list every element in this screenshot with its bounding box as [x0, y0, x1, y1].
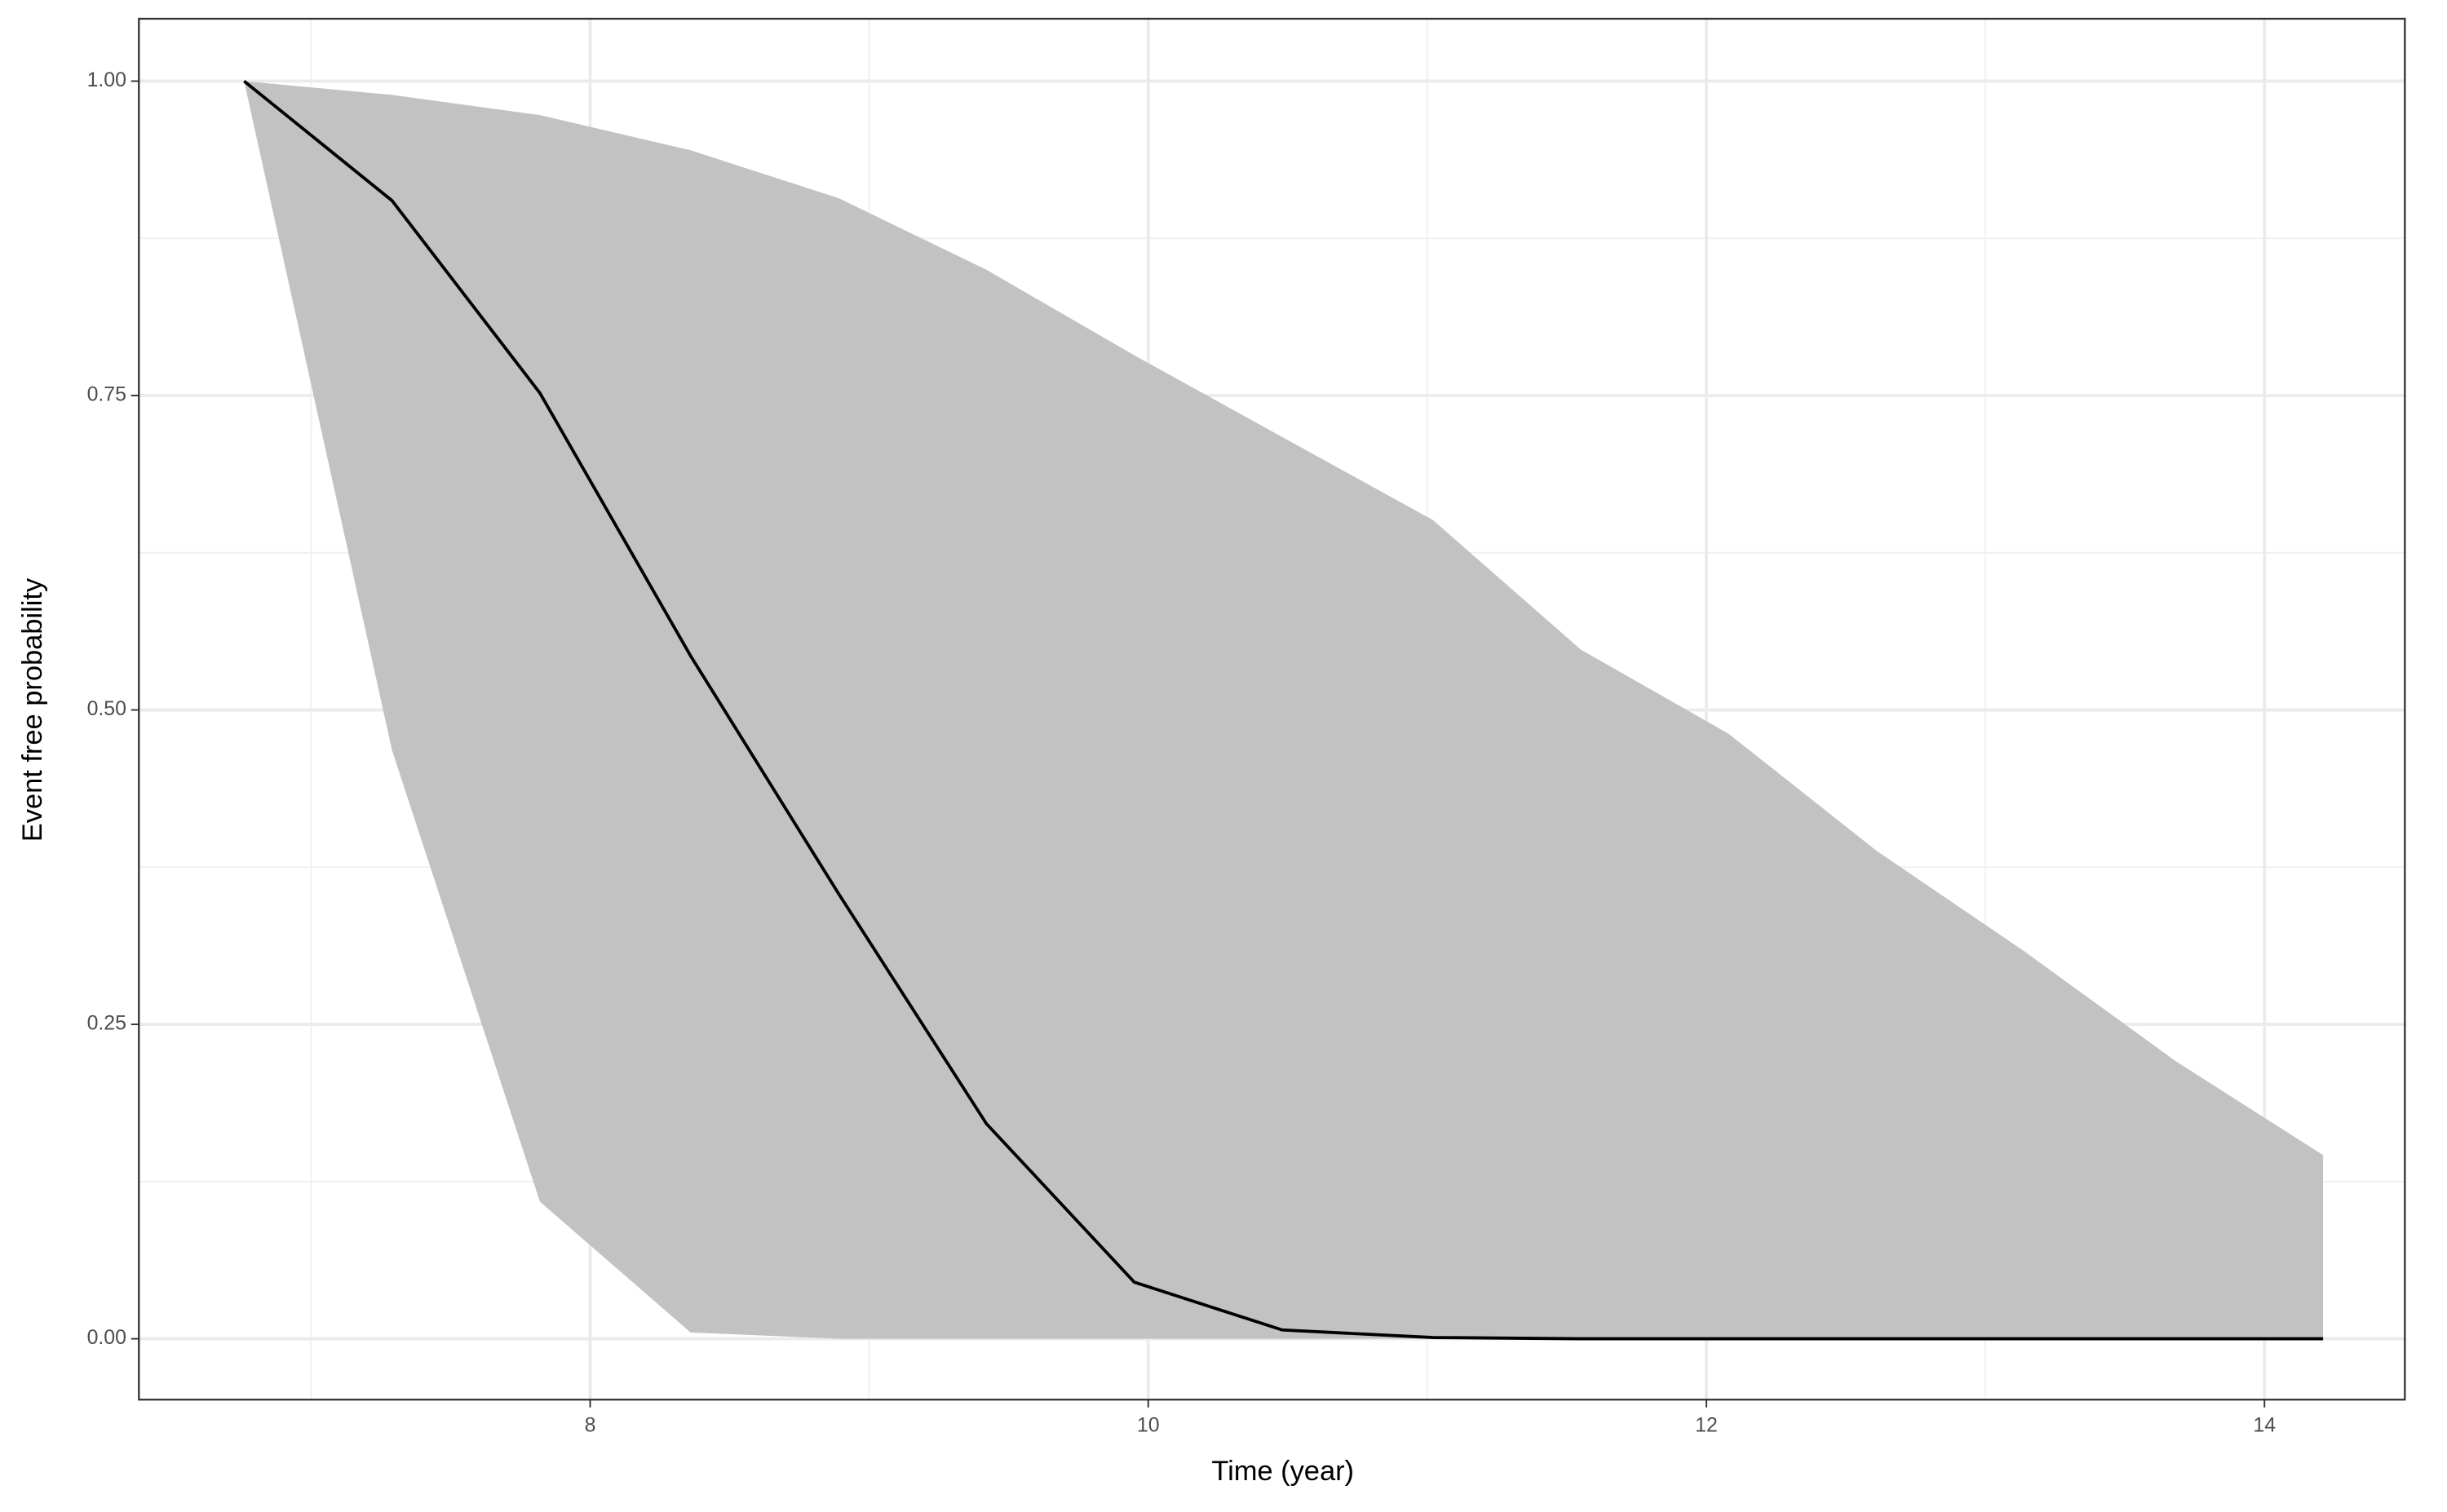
x-tick-label: 12	[1695, 1413, 1718, 1436]
x-tick-label: 14	[2253, 1413, 2276, 1436]
confidence-band	[244, 81, 2324, 1339]
y-tick-label: 0.50	[87, 697, 126, 720]
x-tick-label: 8	[585, 1413, 596, 1436]
survival-line	[243, 79, 2324, 1341]
y-axis-title: Event free probability	[17, 577, 48, 842]
x-tick-label: 10	[1137, 1413, 1160, 1436]
y-tick-label: 0.00	[87, 1326, 126, 1349]
y-tick-label: 0.75	[87, 383, 126, 406]
y-tick-label: 0.25	[87, 1012, 126, 1035]
x-axis-title: Time (year)	[1211, 1456, 1354, 1487]
y-tick-label: 1.00	[87, 69, 126, 91]
